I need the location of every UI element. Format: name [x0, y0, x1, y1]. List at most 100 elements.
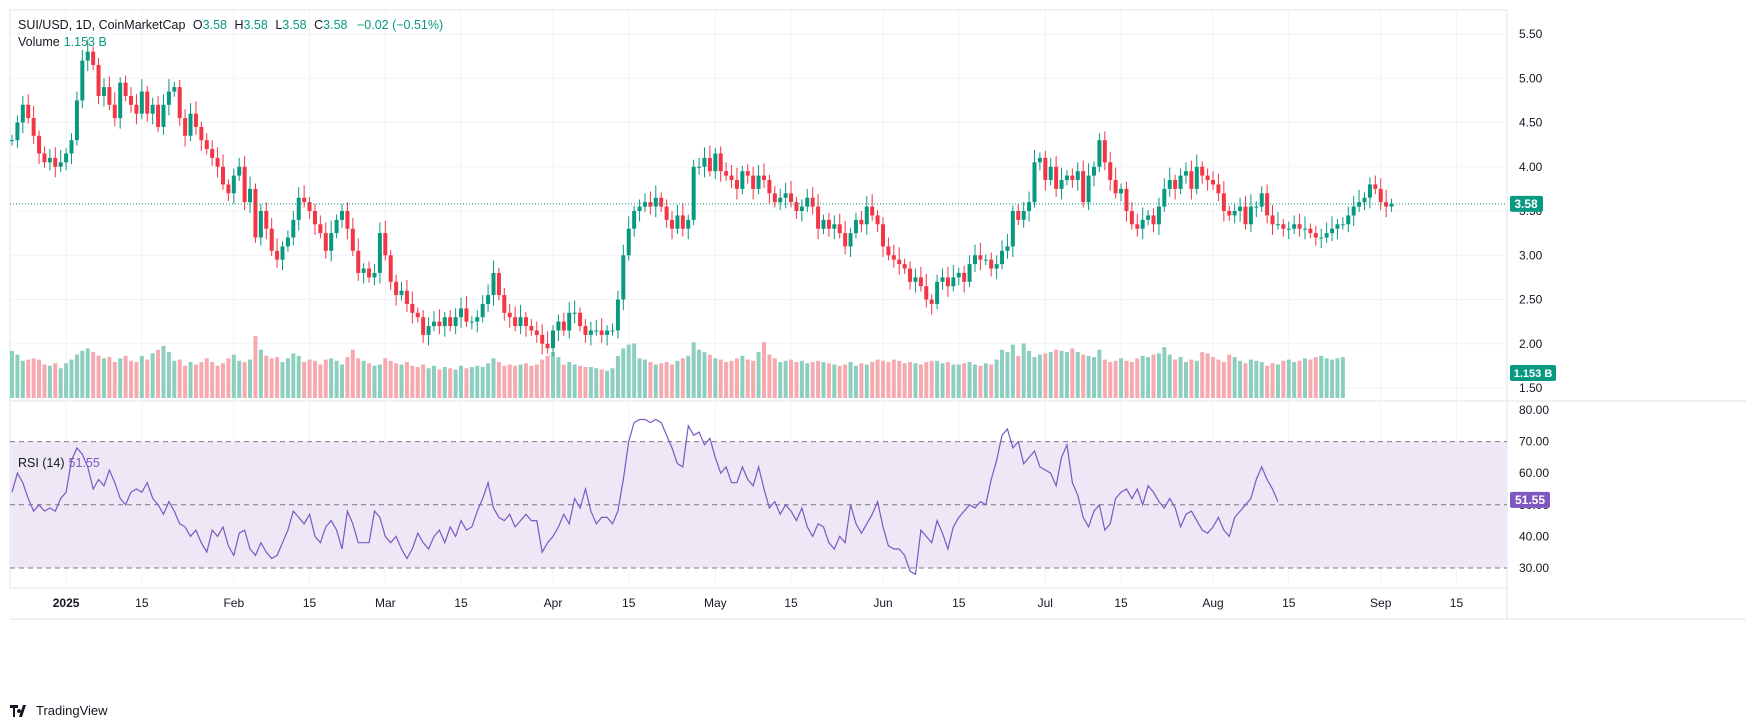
- volume-bar: [1010, 344, 1015, 398]
- candle-body: [1027, 202, 1032, 211]
- volume-bar: [734, 358, 739, 398]
- tradingview-brand[interactable]: TradingView: [10, 703, 108, 718]
- candle-body: [951, 277, 956, 287]
- volume-bar: [848, 362, 853, 398]
- candle-body: [1211, 180, 1216, 185]
- rsi-label[interactable]: RSI (14): [18, 456, 65, 470]
- volume-bar: [1156, 353, 1161, 398]
- candle-body: [697, 166, 702, 168]
- candle-body: [523, 317, 528, 327]
- volume-bar: [1319, 355, 1324, 398]
- candle-body: [691, 166, 696, 220]
- volume-bar: [496, 362, 501, 398]
- candle-body: [507, 312, 512, 318]
- candle-body: [20, 104, 25, 123]
- candle-body: [978, 255, 983, 260]
- rsi-tick-label: 70.00: [1519, 435, 1549, 449]
- volume-bar: [1102, 359, 1107, 398]
- volume-bar: [1173, 359, 1178, 398]
- volume-bar: [913, 363, 918, 398]
- volume-bar: [1178, 357, 1183, 398]
- candle-body: [421, 317, 426, 335]
- candle-body: [1167, 180, 1172, 189]
- candle-body: [610, 330, 615, 332]
- volume-bar: [794, 362, 799, 398]
- candle-body: [529, 326, 534, 331]
- candle-body: [962, 272, 967, 282]
- candle-body: [37, 135, 42, 154]
- volume-bar: [1032, 357, 1037, 398]
- candle-body: [377, 233, 382, 273]
- volume-bar: [329, 358, 334, 398]
- volume-bar: [453, 369, 458, 398]
- volume-bar: [1281, 360, 1286, 398]
- candle-body: [1151, 215, 1156, 225]
- volume-bar: [1259, 362, 1264, 398]
- time-tick-label: Mar: [375, 596, 396, 610]
- volume-bar: [307, 359, 312, 398]
- volume-label[interactable]: Volume: [18, 35, 60, 49]
- candle-body: [799, 206, 804, 211]
- volume-bar: [248, 359, 253, 398]
- volume-bar: [1270, 363, 1275, 398]
- candle-body: [621, 255, 626, 300]
- volume-bar: [832, 364, 837, 398]
- candle-body: [350, 228, 355, 251]
- candle-body: [670, 219, 675, 229]
- candle-body: [848, 233, 853, 247]
- volume-bar: [1054, 349, 1059, 398]
- volume-bar: [588, 367, 593, 398]
- volume-bar: [572, 364, 577, 398]
- volume-bar: [475, 365, 480, 398]
- volume-bar: [448, 368, 453, 398]
- volume-badge-label: 1.153 B: [1514, 368, 1553, 380]
- volume-bar: [1081, 354, 1086, 398]
- volume-bar: [702, 352, 707, 398]
- volume-bar: [761, 342, 766, 398]
- candle-body: [464, 308, 469, 322]
- candle-body: [1140, 219, 1145, 229]
- candle-body: [935, 281, 940, 304]
- volume-bar: [1200, 352, 1205, 398]
- volume-bar: [415, 367, 420, 398]
- candle-body: [1357, 202, 1362, 207]
- volume-bar: [1340, 357, 1345, 398]
- candle-body: [1005, 246, 1010, 251]
- volume-bar: [853, 365, 858, 398]
- volume-bar: [464, 368, 469, 398]
- candle-body: [312, 211, 317, 225]
- volume-bar: [1216, 359, 1221, 398]
- candle-body: [945, 277, 950, 287]
- volume-bar: [864, 364, 869, 398]
- volume-bar: [956, 364, 961, 398]
- candle-body: [491, 272, 496, 296]
- candle-body: [983, 259, 988, 261]
- candle-body: [58, 162, 63, 167]
- volume-bar: [101, 358, 106, 398]
- volume-bar: [161, 345, 166, 398]
- symbol-title[interactable]: SUI/USD, 1D, CoinMarketCap: [18, 18, 186, 32]
- candle-body: [1346, 215, 1351, 225]
- candle-body: [237, 166, 242, 176]
- volume-bar: [172, 360, 177, 398]
- volume-bar: [318, 364, 323, 398]
- volume-bar: [253, 336, 258, 398]
- candle-body: [107, 87, 112, 105]
- candle-body: [199, 126, 204, 141]
- candle-body: [1194, 166, 1199, 189]
- volume-bar: [605, 370, 610, 398]
- candle-body: [275, 250, 280, 260]
- candle-body: [583, 326, 588, 335]
- volume-bar: [1232, 357, 1237, 398]
- volume-bar: [459, 365, 464, 398]
- volume-bar: [805, 363, 810, 398]
- candle-body: [215, 157, 220, 167]
- candle-body: [908, 268, 913, 282]
- volume-bar: [924, 362, 929, 398]
- candle-body: [80, 60, 85, 101]
- candle-body: [556, 321, 561, 331]
- candle-body: [718, 153, 723, 172]
- volume-bar: [994, 359, 999, 398]
- candle-body: [734, 180, 739, 189]
